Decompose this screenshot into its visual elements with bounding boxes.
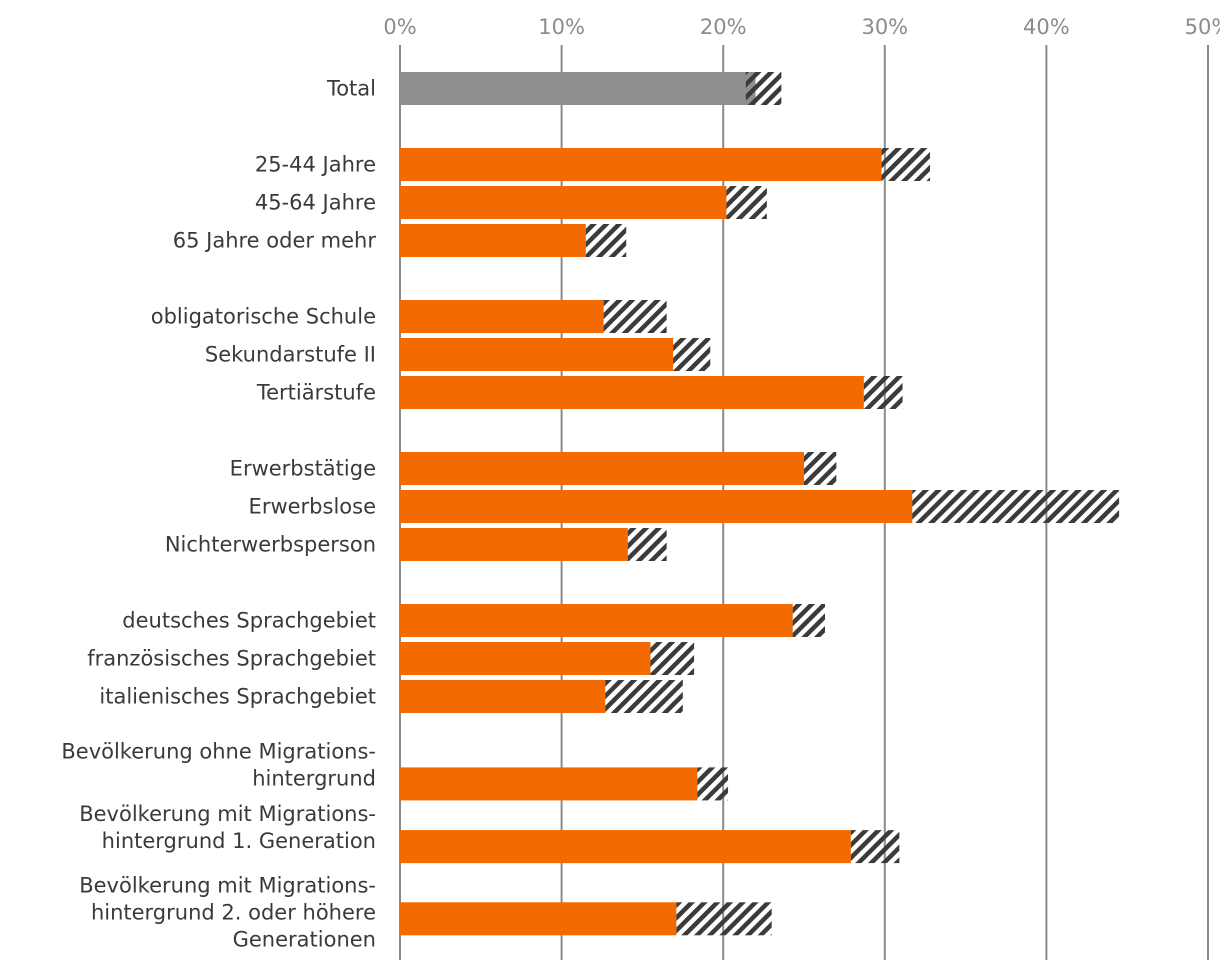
- bar: [400, 680, 606, 713]
- confidence-interval: [676, 902, 772, 936]
- category-label-line: französisches Sprachgebiet: [87, 647, 376, 671]
- category-label-line: Bevölkerung mit Migrations-: [79, 802, 376, 826]
- category-label: Bevölkerung mit Migrations-hintergrund 1…: [79, 802, 376, 853]
- bar: [400, 528, 628, 561]
- bar: [400, 186, 727, 219]
- confidence-interval: [697, 767, 729, 801]
- confidence-interval: [850, 830, 900, 864]
- category-label: italienisches Sprachgebiet: [99, 685, 376, 709]
- bar: [400, 902, 677, 936]
- category-label: obligatorische Schule: [151, 305, 376, 329]
- confidence-interval: [605, 680, 683, 713]
- category-label: 25-44 Jahre: [255, 153, 376, 177]
- category-label: deutsches Sprachgebiet: [122, 609, 376, 633]
- category-label-line: 25-44 Jahre: [255, 153, 376, 177]
- bars: [400, 72, 1120, 936]
- category-label-line: Total: [326, 77, 376, 101]
- category-label: Nichterwerbsperson: [165, 533, 376, 557]
- bar: [400, 224, 586, 257]
- confidence-interval: [673, 338, 711, 371]
- x-tick-label: 50%: [1185, 15, 1220, 39]
- confidence-interval: [863, 376, 903, 409]
- x-tick-label: 0%: [383, 15, 416, 39]
- x-axis-tick-labels: 0% 10% 20% 30% 40% 50%: [383, 15, 1220, 39]
- category-label-line: hintergrund 1. Generation: [102, 829, 376, 853]
- bar: [400, 376, 864, 409]
- confidence-interval: [881, 148, 931, 181]
- category-label: Bevölkerung ohne Migrations-hintergrund: [61, 739, 376, 790]
- bar: [400, 830, 851, 864]
- category-label-line: Sekundarstufe II: [205, 343, 376, 367]
- category-label: 65 Jahre oder mehr: [173, 229, 377, 253]
- category-label-line: Nichterwerbsperson: [165, 533, 376, 557]
- confidence-interval: [650, 642, 695, 675]
- bar: [400, 490, 913, 523]
- bar: [400, 642, 651, 675]
- confidence-interval: [585, 224, 627, 257]
- confidence-interval: [726, 186, 767, 219]
- x-tick-label: 30%: [861, 15, 908, 39]
- category-label-line: Erwerbstätige: [230, 457, 376, 481]
- x-tick-label: 40%: [1023, 15, 1070, 39]
- confidence-interval: [804, 452, 837, 485]
- bar: [400, 338, 674, 371]
- bar: [400, 300, 604, 333]
- category-labels: Total 25-44 Jahre 45-64 Jahre 65 Jahre oder…: [61, 77, 376, 952]
- bar: [400, 767, 698, 801]
- category-label: Total: [326, 77, 376, 101]
- category-label: Erwerbslose: [249, 495, 376, 519]
- category-label-line: deutsches Sprachgebiet: [122, 609, 376, 633]
- category-label: Erwerbstätige: [230, 457, 376, 481]
- category-label: französisches Sprachgebiet: [87, 647, 376, 671]
- confidence-interval: [627, 528, 667, 561]
- confidence-interval: [603, 300, 667, 333]
- category-label-line: Tertiärstufe: [256, 381, 376, 405]
- category-label-line: obligatorische Schule: [151, 305, 376, 329]
- bar: [400, 72, 756, 105]
- bar: [400, 148, 882, 181]
- category-label: 45-64 Jahre: [255, 191, 376, 215]
- x-tick-label: 20%: [700, 15, 747, 39]
- category-label-line: Erwerbslose: [249, 495, 376, 519]
- category-label-line: hintergrund: [252, 766, 376, 790]
- category-label: Bevölkerung mit Migrations-hintergrund 2…: [79, 873, 376, 951]
- category-label-line: Generationen: [233, 927, 376, 951]
- category-label-line: italienisches Sprachgebiet: [99, 685, 376, 709]
- bar: [400, 452, 804, 485]
- category-label: Tertiärstufe: [256, 381, 376, 405]
- category-label: Sekundarstufe II: [205, 343, 376, 367]
- category-label-line: Bevölkerung mit Migrations-: [79, 873, 376, 897]
- confidence-interval: [912, 490, 1120, 523]
- category-label-line: Bevölkerung ohne Migrations-: [61, 739, 376, 763]
- category-label-line: hintergrund 2. oder höhere: [91, 900, 376, 924]
- category-label-line: 45-64 Jahre: [255, 191, 376, 215]
- confidence-interval: [745, 72, 782, 105]
- category-label-line: 65 Jahre oder mehr: [173, 229, 377, 253]
- bar: [400, 604, 793, 637]
- x-tick-label: 10%: [538, 15, 585, 39]
- confidence-interval: [792, 604, 826, 637]
